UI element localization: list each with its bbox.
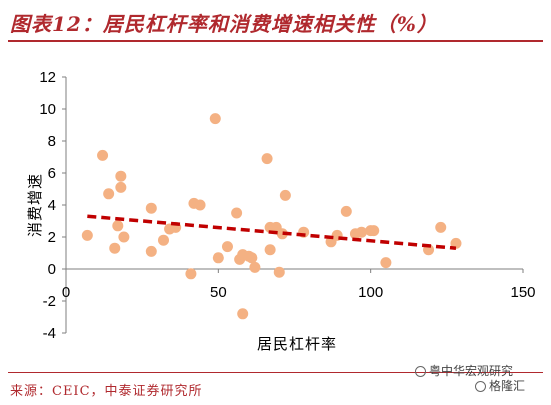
wechat-icon [415,366,426,377]
scatter-point [340,205,352,217]
y-tick-label: 2 [48,229,56,246]
scatter-point [145,202,157,214]
scatter-point [279,189,291,201]
scatter-point [450,237,462,249]
scatter-point [356,226,368,238]
x-tick-label: 150 [510,284,535,301]
scatter-point [118,231,130,243]
scatter-point [368,225,380,237]
scatter-point [112,220,124,232]
chart-axes [62,76,524,334]
scatter-point [435,221,447,233]
scatter-point [212,252,224,264]
scatter-point [145,245,157,257]
watermark-line2: 格隆汇 [489,379,526,393]
x-tick-label: 0 [62,284,70,301]
y-axis-title: 消费增速 [26,173,44,237]
title-divider [8,40,543,42]
scatter-point [264,244,276,256]
scatter-point [185,268,197,280]
footer-divider [8,372,543,373]
scatter-point [246,252,258,264]
scatter-point [276,228,288,240]
x-tick-label: 50 [210,284,227,301]
scatter-point [221,241,233,253]
scatter-point [97,149,109,161]
scatter-points [81,113,462,320]
scatter-point [81,229,93,241]
scatter-point [273,266,285,278]
scatter-point [115,170,127,182]
y-tick-label: 10 [39,101,56,118]
watermark: 粤中华宏观研究 格隆汇 [415,364,551,394]
y-tick-label: 6 [48,165,56,182]
scatter-point [109,242,121,254]
axis-labels: -4 -2 0 2 4 6 8 10 12 0 50 100 150 居民杠杆率 消费增速 [26,69,536,353]
source-note: 来源：CEIC，中泰证券研究所 [10,384,203,399]
y-tick-label: -2 [43,293,56,310]
trend-line [87,214,457,250]
y-tick-label: 12 [39,69,56,86]
x-tick-label: 100 [358,284,383,301]
x-axis-title: 居民杠杆率 [257,335,337,353]
y-tick-label: 8 [48,133,56,150]
scatter-point [249,261,261,273]
scatter-point [157,234,169,246]
scatter-point [209,113,221,125]
y-tick-label: 4 [48,197,56,214]
y-tick-label: -4 [43,325,56,342]
trend-line-segment [87,214,457,250]
scatter-point [231,207,243,219]
chart-title: 图表12：居民杠杆率和消费增速相关性（%） [10,12,438,36]
y-tick-label: 0 [48,261,56,278]
scatter-point [261,153,273,165]
scatter-point [237,308,249,320]
scatter-point [194,199,206,211]
scatter-point [380,257,392,269]
scatter-point [103,188,115,200]
watermark-line1: 粤中华宏观研究 [429,364,514,378]
weibo-icon [475,381,486,392]
scatter-point [115,181,127,193]
